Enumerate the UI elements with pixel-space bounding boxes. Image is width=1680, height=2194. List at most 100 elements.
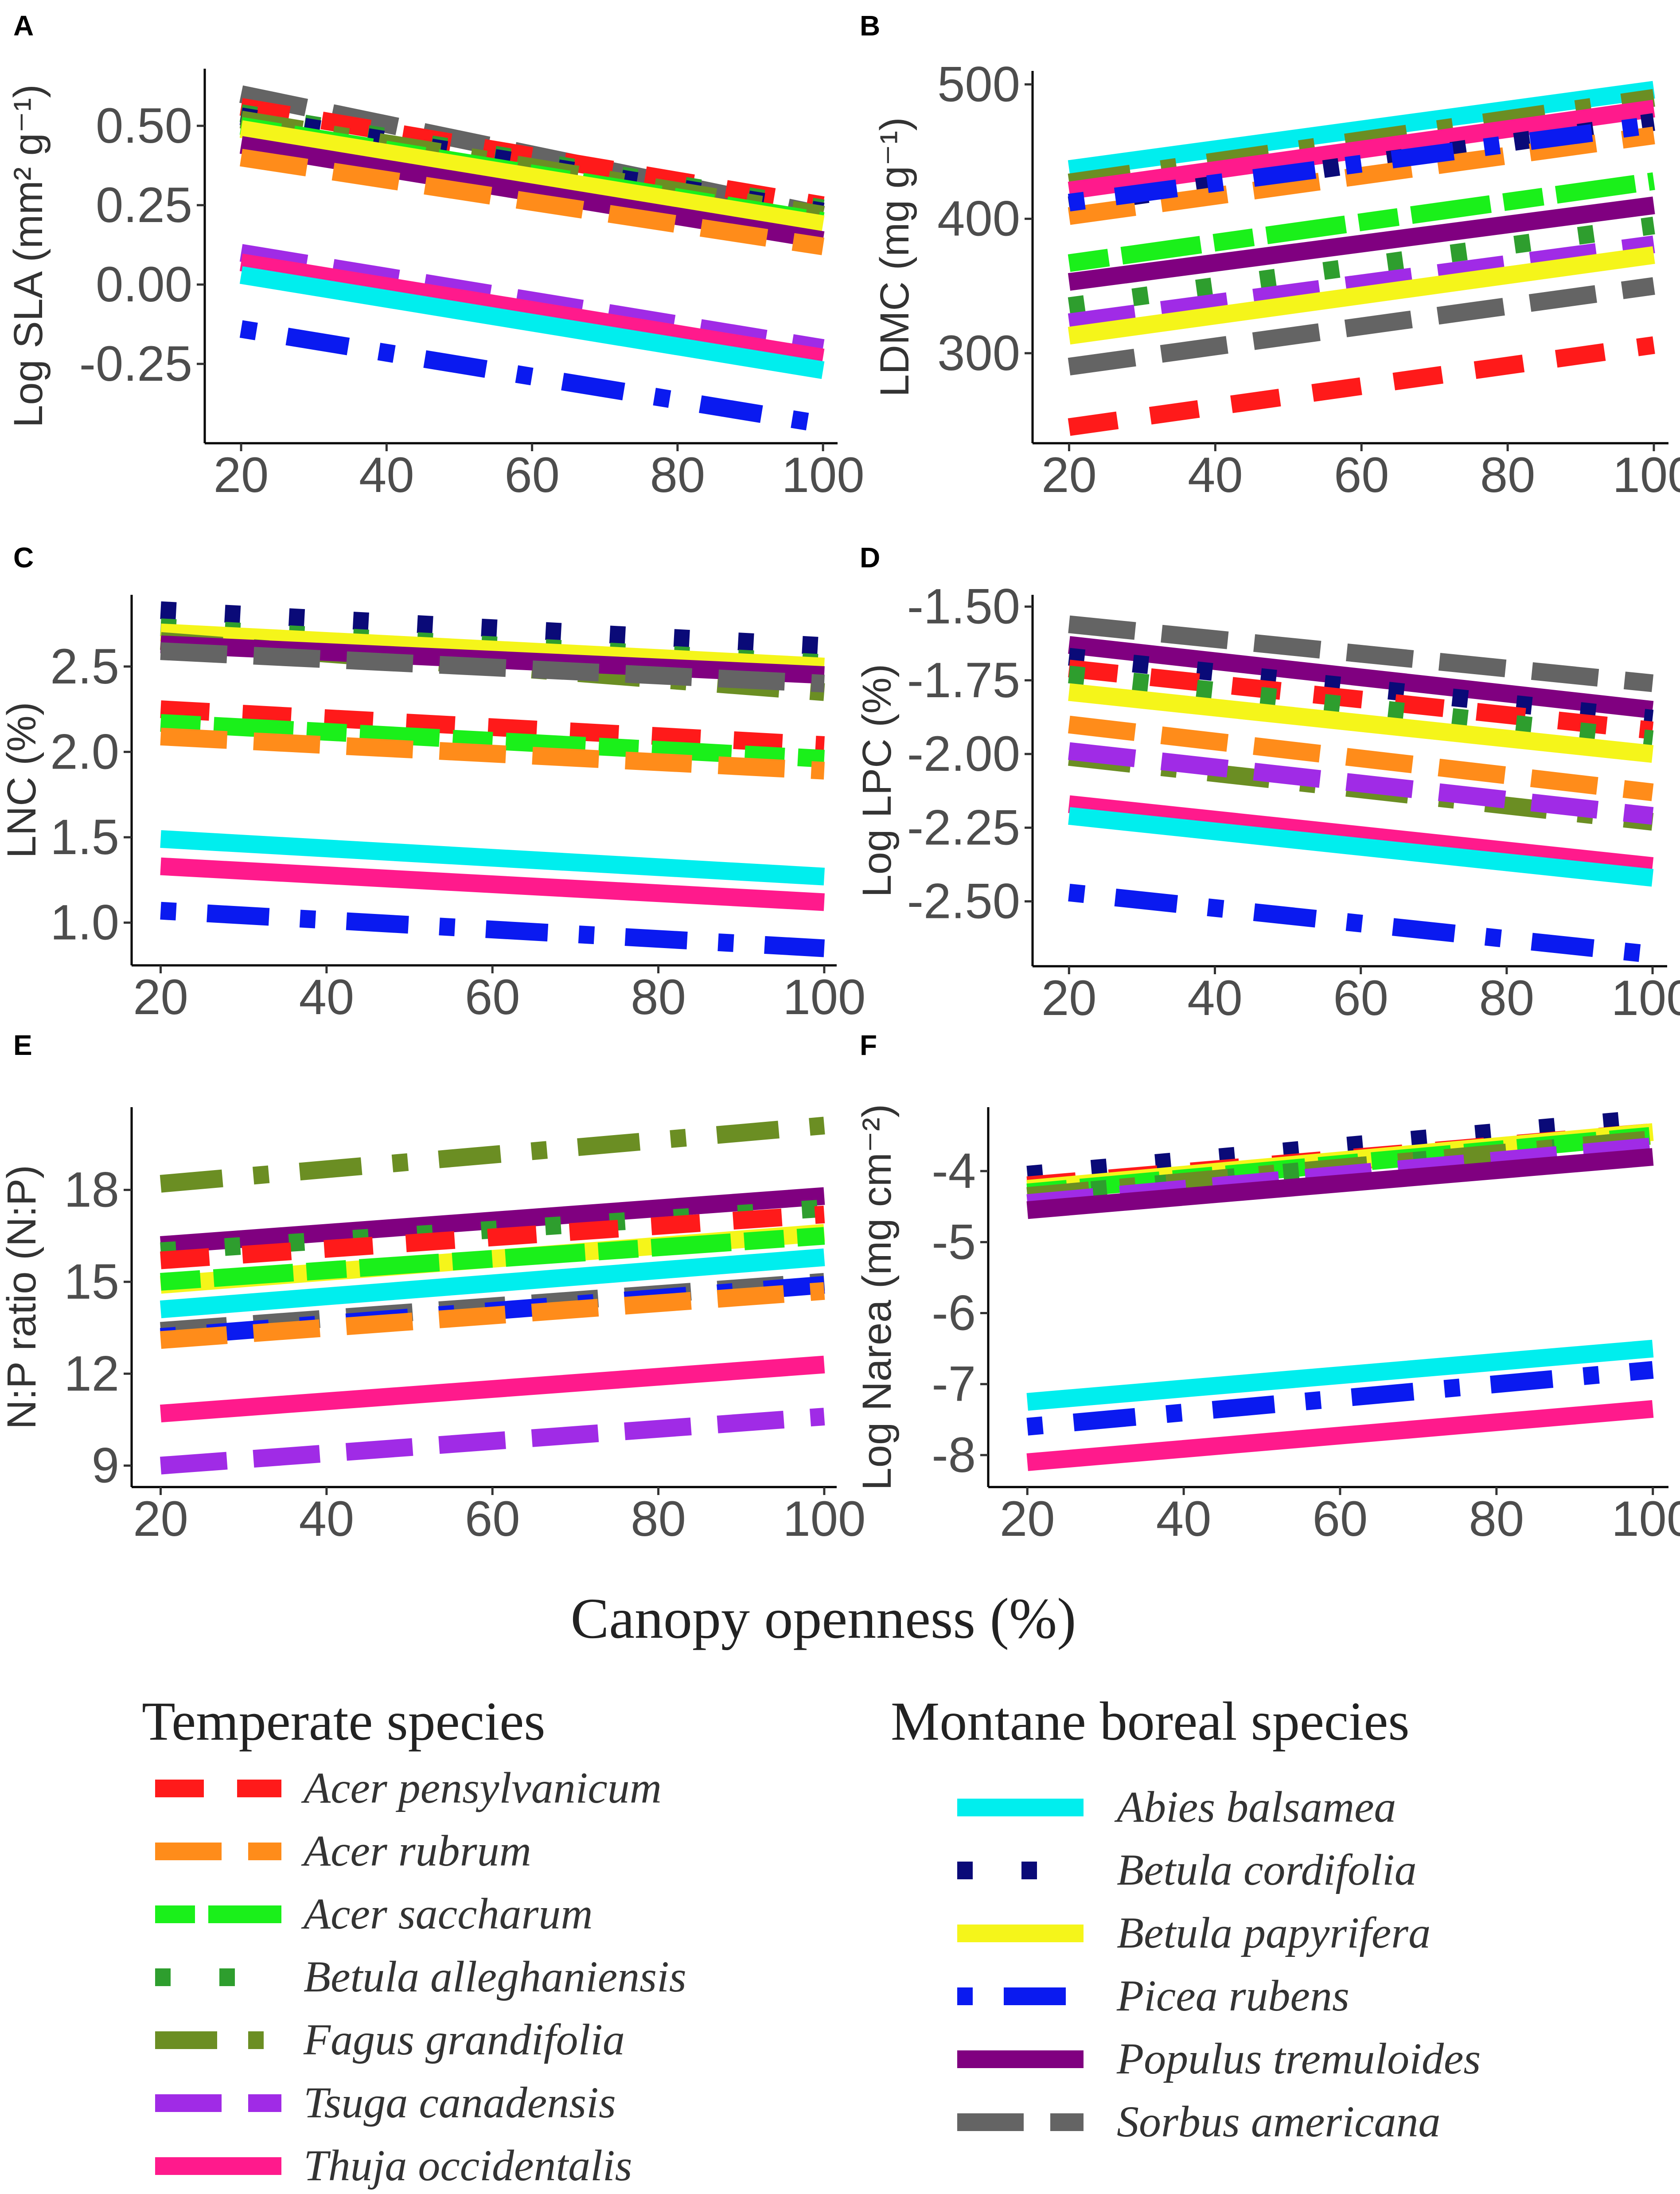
y-tick-label: -1.75	[907, 652, 1020, 708]
panel-letter-a: A	[13, 10, 34, 42]
series-line-thoc	[1026, 1400, 1654, 1471]
x-tick-label: 80	[1469, 1491, 1524, 1546]
series-line-potr	[1068, 636, 1654, 719]
y-tick-label: -4	[932, 1143, 976, 1199]
x-tick-label: 40	[1187, 970, 1243, 1026]
y-tick-label: -2.25	[907, 800, 1020, 855]
y-tick-label: 0.25	[96, 177, 192, 233]
legend-label-potr: Populus tremuloides	[1116, 2034, 1481, 2083]
legend-label-fagr: Fagus grandifolia	[303, 2015, 625, 2064]
series-line-piru	[1026, 1361, 1654, 1436]
series-line-potr	[1068, 196, 1655, 291]
series-line-piru	[160, 902, 825, 957]
y-tick-label: -8	[932, 1427, 976, 1483]
y-tick-label: -2.50	[907, 874, 1020, 929]
y-tick-label: -1.50	[907, 579, 1020, 634]
x-tick-label: 60	[504, 447, 560, 503]
legend-label-beco: Betula cordifolia	[1117, 1845, 1417, 1894]
x-tick-label: 80	[1480, 447, 1536, 503]
legend-boreal-title: Montane boreal species	[891, 1691, 1410, 1752]
series-line-acru	[160, 727, 825, 780]
y-tick-label: -0.25	[79, 336, 192, 391]
y-tick-label: 2.0	[50, 724, 119, 779]
series-group	[1068, 615, 1654, 964]
series-line-abba	[160, 830, 825, 886]
series-line-piru	[1068, 883, 1654, 964]
y-axis-title: N:P ratio (N:P)	[0, 1165, 44, 1429]
legend: Temperate species Montane boreal species…	[142, 1691, 1481, 2190]
y-tick-label: 18	[64, 1162, 119, 1218]
series-line-thoc	[160, 1355, 825, 1423]
x-tick-label: 100	[782, 447, 865, 503]
series-line-acpe	[160, 1205, 825, 1269]
y-tick-label: 300	[937, 325, 1020, 381]
series-line-abba	[239, 266, 825, 379]
x-tick-label: 100	[1613, 447, 1680, 503]
x-tick-label: 20	[1041, 970, 1097, 1026]
y-tick-label: 15	[64, 1254, 119, 1309]
x-tick-label: 60	[1333, 970, 1388, 1026]
y-tick-label: 500	[937, 56, 1020, 112]
series-line-acru	[1068, 126, 1655, 225]
series-line-acsa	[1068, 172, 1655, 272]
y-tick-label: -2.00	[907, 726, 1020, 781]
series-group	[1026, 1109, 1654, 1471]
x-tick-label: 100	[1611, 970, 1680, 1026]
x-tick-label: 20	[133, 969, 188, 1025]
legend-label-acru: Acer rubrum	[301, 1826, 531, 1875]
y-tick-label: 2.5	[50, 639, 119, 694]
series-group	[160, 601, 825, 957]
x-axis-title: Canopy openness (%)	[571, 1587, 1076, 1651]
series-line-abba	[1068, 807, 1654, 887]
y-tick-label: -5	[932, 1214, 976, 1269]
series-line-bepa	[1068, 683, 1654, 763]
x-tick-label: 80	[631, 1491, 686, 1546]
panel-e: E 20 40 60 80 100 9 12 15 18 N:P ratio (N:P)	[0, 1029, 865, 1546]
y-tick-label: 9	[92, 1438, 119, 1493]
panel-letter-c: C	[13, 542, 34, 574]
legend-label-soam: Sorbus americana	[1117, 2097, 1441, 2146]
series-line-bepa	[160, 623, 825, 675]
y-axis-title: Log SLA (mm² g⁻¹)	[6, 84, 51, 428]
y-axis-title: LNC (%)	[0, 702, 44, 859]
series-line-tsca	[239, 244, 825, 357]
series-line-acru	[240, 148, 825, 255]
series-line-potr	[160, 1187, 825, 1254]
y-axis-title: Log LPC (%)	[854, 664, 900, 898]
series-line-abba	[160, 1248, 825, 1319]
legend-label-acpe: Acer pensylvanicum	[301, 1763, 662, 1812]
series-line-acpe	[1068, 336, 1655, 436]
y-axis-title: Log Narea (mg cm⁻²)	[854, 1104, 900, 1491]
y-tick-label: 0.00	[96, 257, 192, 312]
x-tick-label: 40	[1188, 447, 1243, 503]
x-tick-label: 60	[465, 969, 520, 1025]
series-line-acpe	[160, 700, 825, 754]
series-line-abba	[1026, 1339, 1654, 1411]
x-tick-label: 40	[299, 969, 355, 1025]
series-line-soam	[1068, 277, 1655, 375]
y-tick-label: 12	[64, 1346, 119, 1401]
x-tick-label: 20	[1041, 447, 1097, 503]
x-tick-label: 20	[1000, 1491, 1055, 1546]
series-line-bepa	[239, 120, 825, 233]
series-line-acsa	[160, 1227, 825, 1291]
x-tick-label: 40	[359, 447, 414, 503]
panel-a: A 20 40 60 80 100 -0.25 0.00 0.25 0.50 Log SLA (mm…	[6, 10, 865, 503]
x-tick-label: 20	[214, 447, 269, 503]
legend-label-tsca: Tsuga canadensis	[304, 2078, 616, 2127]
series-line-potr	[1026, 1148, 1654, 1219]
series-line-thoc	[1068, 100, 1655, 199]
y-axis-title: LDMC (mg g⁻¹)	[872, 117, 917, 397]
y-tick-label: 0.50	[96, 98, 192, 153]
legend-label-bepa: Betula papyrifera	[1117, 1908, 1431, 1957]
x-tick-label: 60	[465, 1491, 520, 1546]
series-line-soam	[1068, 615, 1654, 692]
y-tick-label: -7	[932, 1356, 976, 1412]
series-line-thoc	[1068, 795, 1654, 875]
panel-d: D 20 40 60 80 100 -2.50 -2.25 -2.00 -1.75 -1.50Log…	[854, 542, 1680, 1026]
series-group	[160, 1117, 825, 1475]
x-tick-label: 60	[1334, 447, 1389, 503]
panel-b: B 20 40 60 80 100 300 400 500 LDMC (mg g⁻¹)	[860, 10, 1680, 503]
